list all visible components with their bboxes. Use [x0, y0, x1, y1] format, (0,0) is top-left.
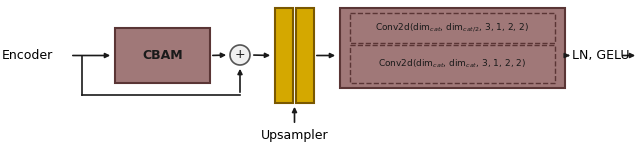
Text: Encoder: Encoder	[2, 49, 53, 62]
Circle shape	[230, 45, 250, 65]
Bar	[296, 8, 314, 103]
Text: +: +	[235, 48, 245, 61]
Text: CBAM: CBAM	[142, 49, 183, 62]
Text: Conv2d(dim$_{cat}$, dim$_{cat/2}$, 3, 1, 2, 2): Conv2d(dim$_{cat}$, dim$_{cat/2}$, 3, 1,…	[376, 22, 529, 34]
Bar	[340, 8, 565, 88]
Text: Conv2d(dim$_{cat}$, dim$_{cat}$, 3, 1, 2, 2): Conv2d(dim$_{cat}$, dim$_{cat}$, 3, 1, 2…	[378, 58, 527, 70]
Text: LN, GELU: LN, GELU	[572, 49, 630, 62]
Text: Upsampler: Upsampler	[260, 129, 328, 142]
Bar	[350, 45, 555, 83]
Bar	[115, 28, 210, 83]
Bar	[275, 8, 293, 103]
Bar	[350, 13, 555, 43]
